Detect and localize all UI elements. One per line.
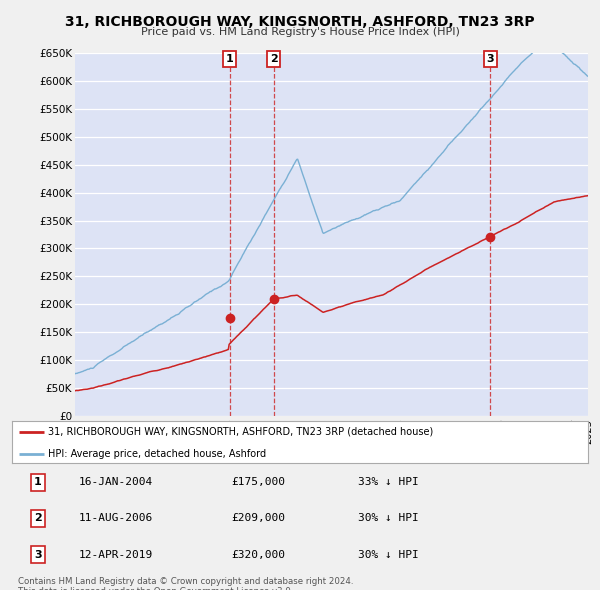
Text: 1: 1: [34, 477, 42, 487]
Text: Price paid vs. HM Land Registry's House Price Index (HPI): Price paid vs. HM Land Registry's House …: [140, 27, 460, 37]
Text: 2: 2: [269, 54, 277, 64]
Text: Contains HM Land Registry data © Crown copyright and database right 2024.
This d: Contains HM Land Registry data © Crown c…: [18, 577, 353, 590]
Text: 30% ↓ HPI: 30% ↓ HPI: [358, 549, 418, 559]
Text: 30% ↓ HPI: 30% ↓ HPI: [358, 513, 418, 523]
Text: 16-JAN-2004: 16-JAN-2004: [78, 477, 152, 487]
Text: 11-AUG-2006: 11-AUG-2006: [78, 513, 152, 523]
Text: 12-APR-2019: 12-APR-2019: [78, 549, 152, 559]
Text: 3: 3: [34, 549, 42, 559]
Text: 1: 1: [226, 54, 233, 64]
Text: £175,000: £175,000: [231, 477, 285, 487]
Text: 3: 3: [487, 54, 494, 64]
Text: £320,000: £320,000: [231, 549, 285, 559]
Text: HPI: Average price, detached house, Ashford: HPI: Average price, detached house, Ashf…: [48, 449, 266, 459]
Text: £209,000: £209,000: [231, 513, 285, 523]
Text: 31, RICHBOROUGH WAY, KINGSNORTH, ASHFORD, TN23 3RP: 31, RICHBOROUGH WAY, KINGSNORTH, ASHFORD…: [65, 15, 535, 29]
Text: 2: 2: [34, 513, 42, 523]
Text: 31, RICHBOROUGH WAY, KINGSNORTH, ASHFORD, TN23 3RP (detached house): 31, RICHBOROUGH WAY, KINGSNORTH, ASHFORD…: [48, 427, 433, 437]
Text: 33% ↓ HPI: 33% ↓ HPI: [358, 477, 418, 487]
